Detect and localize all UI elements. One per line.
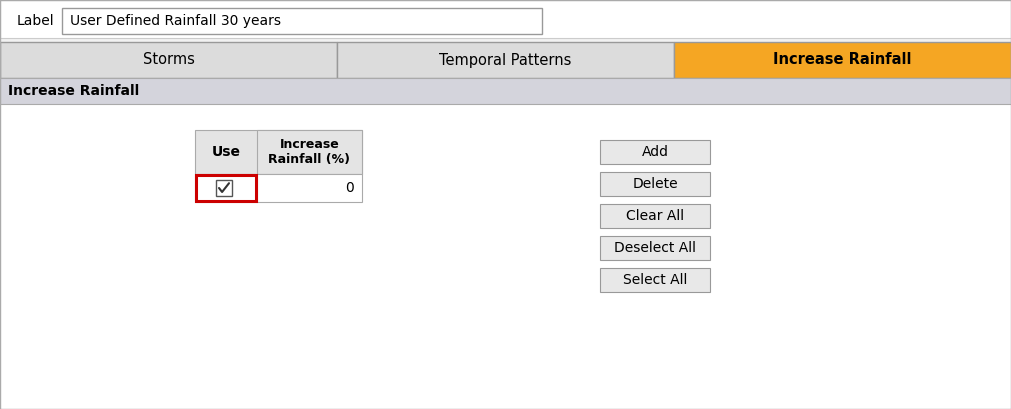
Text: Temporal Patterns: Temporal Patterns	[440, 52, 571, 67]
Bar	[600, 236, 710, 260]
Bar	[257, 130, 362, 174]
Bar	[195, 130, 362, 174]
Bar	[0, 104, 1011, 409]
Bar	[674, 42, 1011, 78]
Bar	[216, 180, 232, 196]
Bar	[600, 268, 710, 292]
Bar	[196, 175, 256, 201]
Text: User Defined Rainfall 30 years: User Defined Rainfall 30 years	[70, 14, 281, 28]
Text: Clear All: Clear All	[626, 209, 684, 223]
Text: Use: Use	[211, 145, 241, 159]
Bar	[600, 172, 710, 196]
Bar	[0, 78, 1011, 104]
Text: Select All: Select All	[623, 273, 687, 287]
Text: Delete: Delete	[632, 177, 677, 191]
Bar	[195, 174, 257, 202]
Bar	[0, 0, 1011, 38]
Text: Deselect All: Deselect All	[614, 241, 696, 255]
Text: Label: Label	[16, 14, 54, 28]
Bar	[62, 8, 542, 34]
Text: 0: 0	[345, 181, 354, 195]
Bar	[600, 204, 710, 228]
Text: Increase Rainfall: Increase Rainfall	[8, 84, 140, 98]
Text: Increase Rainfall: Increase Rainfall	[773, 52, 912, 67]
Bar	[337, 42, 674, 78]
Bar	[0, 42, 337, 78]
Bar	[600, 140, 710, 164]
Bar	[257, 174, 362, 202]
Text: Add: Add	[642, 145, 668, 159]
Text: Increase
Rainfall (%): Increase Rainfall (%)	[269, 138, 351, 166]
Text: Storms: Storms	[143, 52, 194, 67]
